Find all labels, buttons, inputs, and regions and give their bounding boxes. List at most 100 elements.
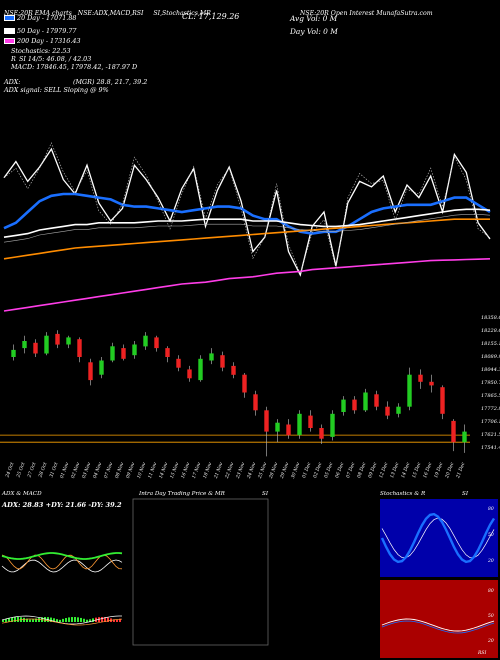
candle-body: [231, 365, 236, 375]
strip-label-9: MunafaSutra.com: [376, 10, 433, 17]
macd-hist-bar: [92, 618, 94, 622]
candle-body: [363, 392, 368, 411]
macd-hist-bar: [2, 620, 4, 622]
candle-body: [264, 410, 269, 432]
candle-body: [253, 394, 258, 411]
candle-body: [374, 394, 379, 407]
strip-label-7: NSE:20R: [300, 10, 329, 17]
x-tick-label: 28 Oct: [37, 461, 48, 479]
candle-body: [220, 355, 225, 368]
macd-hist-bar: [80, 617, 82, 622]
macd-hist-bar: [68, 617, 70, 622]
candle-body: [132, 344, 137, 356]
strip-label-4: SI,Stochastics,MR: [153, 10, 211, 17]
x-tick-label: 08 Dec: [356, 461, 367, 479]
avg-vol: Avg Vol: 0 M: [290, 14, 338, 23]
stoch-tick-label: 20: [487, 558, 494, 564]
candle-body: [55, 333, 60, 345]
x-tick-label: 16 Nov: [180, 461, 191, 479]
x-tick-label: 06 Dec: [334, 461, 345, 479]
candle-body: [286, 424, 291, 436]
x-tick-label: 01 Nov: [59, 461, 70, 479]
x-tick-label: 02 Nov: [70, 461, 81, 479]
candle-body: [22, 341, 27, 349]
candle-body: [385, 406, 390, 416]
macd-hist-bar: [14, 617, 16, 622]
candle-body: [319, 428, 324, 439]
x-tick-label: 09 Nov: [125, 461, 136, 479]
macd-hist-bar: [113, 619, 115, 622]
macd-hist-bar: [5, 619, 7, 622]
macd-hist-bar: [38, 617, 40, 622]
intraday-panel-si: SI: [262, 491, 269, 497]
x-tick-label: 21 Dec: [455, 461, 467, 480]
macd-hist-bar: [104, 617, 106, 622]
x-tick-label: 14 Nov: [158, 461, 169, 479]
guide-line: [3, 214, 491, 243]
candle-body: [187, 369, 192, 379]
x-tick-label: 11 Nov: [147, 461, 158, 479]
stoch-tick-label: 50: [488, 532, 494, 538]
x-tick-label: 22 Nov: [224, 461, 236, 480]
candle-body: [352, 399, 357, 411]
stat-stochastics: Stochastics: 22.53: [11, 47, 71, 55]
y-tick-label: 17772.85: [481, 406, 500, 412]
macd-hist-bar: [107, 617, 109, 622]
x-tick-label: 20 Dec: [444, 461, 456, 480]
legend-swatch-200: [4, 38, 15, 44]
adx-line: [1, 552, 123, 560]
series-line-2: [3, 208, 491, 238]
ema-legend-50: 50 Day - 17979.77: [4, 28, 76, 35]
x-tick-label: 12 Dec: [378, 461, 389, 479]
candle-body: [297, 413, 302, 436]
legend-swatch-20: [4, 15, 15, 21]
y-tick-label: 18089.95: [481, 354, 500, 360]
stoch-panel-si: SI: [462, 491, 469, 497]
candle-body: [66, 337, 71, 345]
x-tick-label: 07 Nov: [103, 461, 114, 479]
rsi-label: RSI: [477, 650, 486, 656]
x-tick-label: 27 Oct: [26, 461, 37, 479]
macd-hist-bar: [86, 619, 88, 622]
x-tick-label: 25 Oct: [15, 461, 26, 479]
macd-hist-bar: [116, 619, 118, 622]
macd-hist-bar: [65, 618, 67, 622]
candlestick-chart: 18358.65 18228.65 18155.15 18089.95 18044.35…: [0, 315, 500, 480]
x-tick-label: 04 Nov: [92, 461, 103, 479]
x-tick-label: 15 Dec: [411, 461, 422, 479]
macd-hist-bar: [83, 618, 85, 622]
x-tick-label: 18 Nov: [202, 461, 213, 479]
candle-body: [330, 413, 335, 437]
x-tick-label: 24 Oct: [4, 461, 15, 479]
candle-body: [308, 415, 313, 428]
candle-body: [440, 387, 445, 414]
stoch-panel-bg: [380, 499, 498, 577]
adx-panel-readout: ADX: 28.83 +DY: 21.66 -DY: 39.2: [2, 501, 122, 509]
strip-label-1: NSE:20R: [4, 10, 33, 17]
rsi-signal-line: [381, 620, 495, 634]
candle-body: [44, 335, 49, 354]
macd-hist-bar: [56, 619, 58, 622]
macd-hist-bar: [62, 618, 64, 622]
candle-body: [165, 348, 170, 357]
y-tick-label: 17950.75: [481, 380, 500, 386]
x-tick-label: 31 Oct: [48, 461, 59, 478]
x-tick-label: 21 Nov: [213, 461, 225, 480]
x-tick-label: 16 Dec: [422, 461, 433, 479]
candle-body: [110, 346, 115, 361]
series-line-1: [3, 192, 491, 235]
adx-panel-bg: [0, 506, 122, 656]
strip-label-2: EMA charts: [34, 10, 72, 17]
candle-body: [176, 358, 181, 368]
macd-hist-bar: [35, 618, 37, 622]
x-tick-label: 07 Dec: [345, 461, 356, 479]
y-tick-label: 18228.65: [481, 328, 500, 334]
intraday-panel-box: [132, 498, 269, 646]
x-tick-label: 15 Nov: [169, 461, 180, 479]
strip-label-8: Open Interest: [330, 10, 375, 17]
candle-body: [209, 353, 214, 361]
macd-hist-bar: [32, 619, 34, 622]
day-vol: Day Vol: 0 M: [290, 27, 338, 36]
